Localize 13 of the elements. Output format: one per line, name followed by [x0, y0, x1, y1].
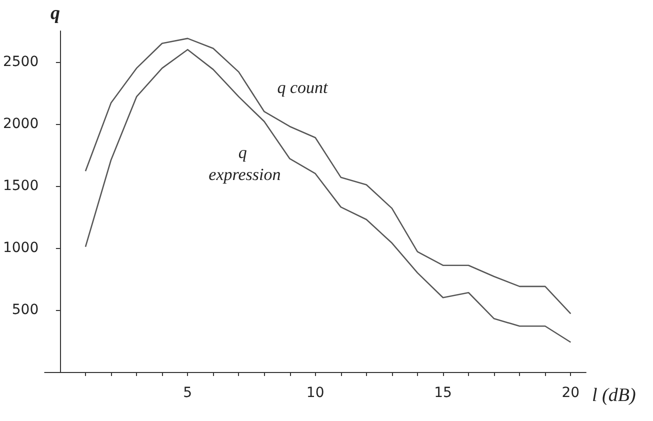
x-tick-label: 15 — [434, 385, 452, 401]
y-axis-title: q — [50, 3, 60, 24]
x-tick-label: 10 — [306, 385, 324, 401]
y-tick-label: 2000 — [2, 116, 39, 132]
x-axis-title: l (dB) — [592, 385, 636, 406]
series-label: q count — [277, 78, 330, 98]
y-tick-label: 2500 — [2, 54, 39, 70]
x-tick-label: 20 — [562, 385, 580, 401]
y-tick-label: 1000 — [2, 240, 39, 256]
series-label: q expression — [208, 143, 281, 184]
x-tick-label: 5 — [183, 385, 192, 401]
y-tick-label: 1500 — [2, 178, 39, 194]
y-tick-label: 500 — [12, 302, 39, 318]
